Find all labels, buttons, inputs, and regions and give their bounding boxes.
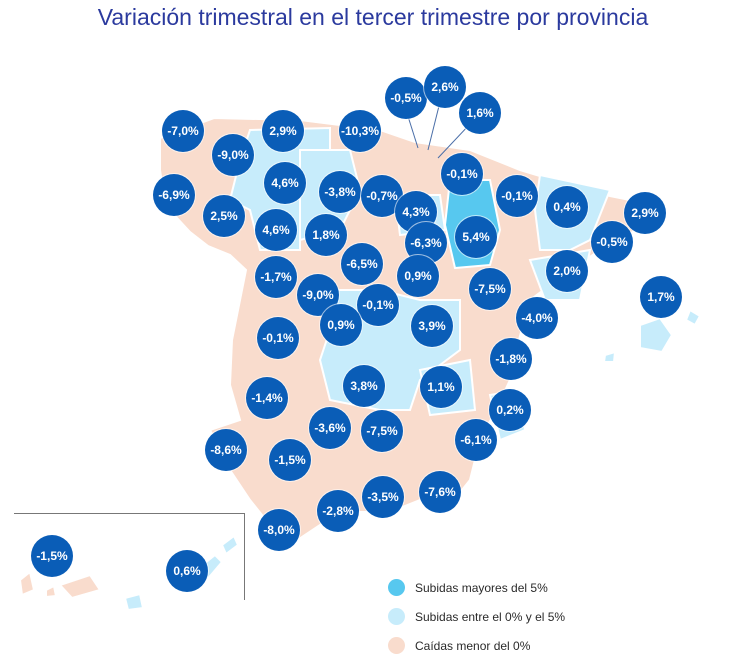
badge-ourense: 2,5% [203, 195, 245, 237]
badge-lleida: -0,5% [591, 221, 633, 263]
badge-toledo: 0,9% [320, 304, 362, 346]
canary-islands-inset-frame [14, 513, 245, 600]
badge-cordoba: -3,6% [309, 407, 351, 449]
badge-alicante: 0,2% [489, 389, 531, 431]
badge-malaga: -2,8% [317, 490, 359, 532]
legend-swatch-over-5 [388, 579, 405, 596]
legend-item: Subidas entre el 0% y el 5% [388, 605, 565, 628]
badge-baleares: 1,7% [640, 276, 682, 318]
badge-cantabria: -10,3% [339, 110, 381, 152]
badge-leon: 4,6% [264, 162, 306, 204]
badge-huesca: -0,1% [496, 175, 538, 217]
legend-label: Subidas entre el 0% y el 5% [415, 609, 566, 624]
leader-line-navarra [437, 123, 471, 159]
badge-cuenca: 3,9% [411, 305, 453, 347]
balearic-islands [602, 308, 702, 363]
legend-label: Caídas menor del 0% [415, 638, 531, 653]
badge-albacete: 1,1% [420, 366, 462, 408]
badge-a-coruna: -7,0% [162, 110, 204, 152]
badge-zamora: 4,6% [255, 209, 297, 251]
badge-sevilla: -1,5% [269, 439, 311, 481]
badge-palencia: -3,8% [319, 171, 361, 213]
leader-line-guipuzcoa [427, 101, 441, 151]
badge-burgos: -0,7% [361, 175, 403, 217]
badge-castellon: -4,0% [516, 297, 558, 339]
badge-ciudad-real: 3,8% [343, 365, 385, 407]
map-title: Variación trimestral en el tercer trimes… [97, 4, 649, 30]
legend-swatch-0-5 [388, 608, 405, 625]
badge-vizcaya: -0,5% [385, 77, 427, 119]
legend-item: Subidas mayores del 5% [388, 576, 565, 599]
badge-las-palmas: 0,6% [166, 550, 208, 592]
badge-segovia: -6,5% [341, 243, 383, 285]
canary-island-lapalma [18, 570, 36, 597]
badge-pontevedra: -6,9% [153, 174, 195, 216]
badge-madrid: -0,1% [357, 284, 399, 326]
badge-salamanca: -1,7% [255, 256, 297, 298]
badge-granada: -3,5% [362, 476, 404, 518]
canary-island-gomera [45, 584, 58, 599]
badge-zaragoza: 5,4% [455, 216, 497, 258]
canary-island-tenerife [58, 573, 102, 600]
badge-caceres: -0,1% [257, 317, 299, 359]
badge-jaen: -7,5% [361, 410, 403, 452]
badge-cadiz: -8,0% [258, 509, 300, 551]
legend-label: Subidas mayores del 5% [415, 580, 548, 595]
badge-santa-cruz-tenerife: -1,5% [31, 535, 73, 577]
canary-island-lanzarote [220, 534, 240, 556]
badge-alava: -0,1% [441, 153, 483, 195]
badge-badajoz: -1,4% [246, 377, 288, 419]
badge-barcelona: 2,9% [624, 192, 666, 234]
badge-valencia: -1,8% [490, 338, 532, 380]
badge-guadalajara: 0,9% [397, 255, 439, 297]
badge-murcia: -6,1% [455, 419, 497, 461]
badge-girona: 0,4% [546, 186, 588, 228]
legend-item: Caídas menor del 0% [388, 634, 565, 657]
badge-teruel: -7,5% [469, 268, 511, 310]
badge-guipuzcoa: 2,6% [424, 66, 466, 108]
canary-island-grancanaria [123, 592, 145, 612]
badge-navarra: 1,6% [459, 92, 501, 134]
badge-asturias: 2,9% [262, 110, 304, 152]
legend-swatch-falls [388, 637, 405, 654]
badge-valladolid: 1,8% [305, 214, 347, 256]
badge-tarragona: 2,0% [546, 250, 588, 292]
legend: Subidas mayores del 5% Subidas entre el … [388, 576, 565, 663]
badge-almeria: -7,6% [419, 471, 461, 513]
badge-lugo: -9,0% [212, 134, 254, 176]
badge-huelva: -8,6% [205, 429, 247, 471]
